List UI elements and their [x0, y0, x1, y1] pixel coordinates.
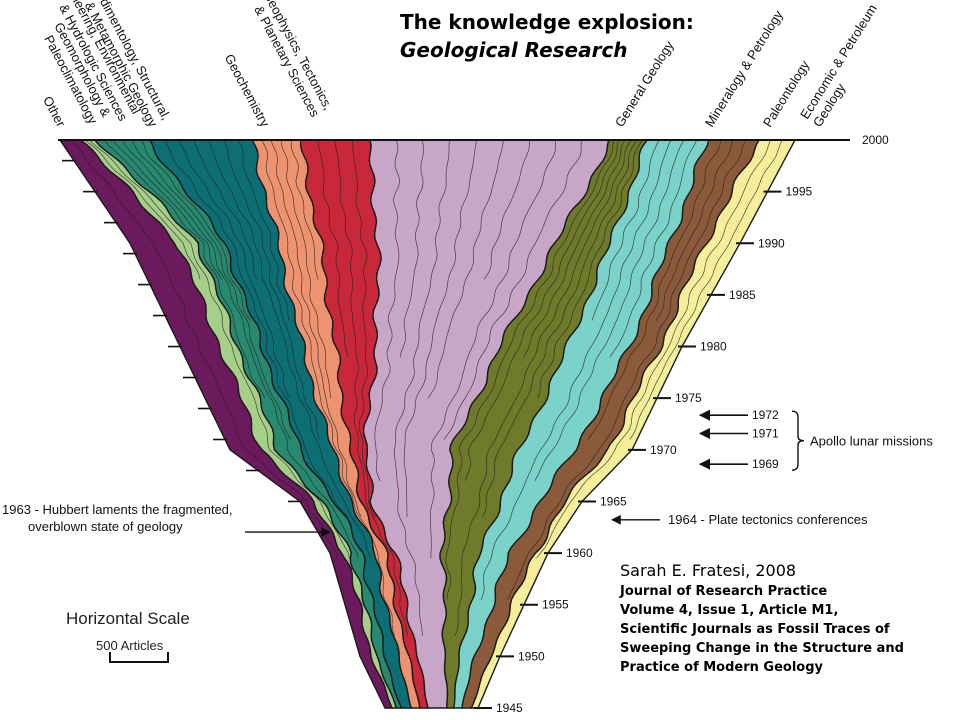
journal-line	[591, 139, 660, 321]
axis-tick-label: 1980	[700, 340, 727, 354]
horizontal-scale: Horizontal Scale 500 Articles	[66, 609, 190, 663]
axis-tick-label: 2000	[862, 133, 889, 147]
journal-line	[164, 139, 349, 518]
journal-line	[352, 139, 376, 518]
journal-line	[443, 139, 582, 440]
journal-line	[261, 139, 396, 636]
axis-tick-label: 1975	[675, 391, 702, 405]
journal-line	[121, 139, 359, 559]
journal-line	[445, 139, 615, 600]
journal-line	[587, 139, 722, 440]
journal-line	[480, 139, 672, 600]
category-label-line: Geochemistry	[222, 52, 273, 130]
axis-tick-label: 1955	[542, 598, 569, 612]
scale-title: Horizontal Scale	[66, 609, 190, 628]
axis-tick-label: 1945	[496, 701, 523, 715]
axis-tick-label: 1960	[566, 546, 593, 560]
journal-line	[374, 139, 401, 481]
journal-line	[131, 139, 292, 440]
journal-line	[89, 139, 350, 559]
journal-line	[429, 139, 556, 559]
journal-line	[428, 139, 504, 399]
apollo-brace	[791, 410, 805, 471]
journal-line	[270, 139, 362, 518]
journal-line	[536, 139, 771, 559]
journal-line	[141, 139, 252, 321]
journal-line	[84, 139, 201, 280]
journal-line	[523, 139, 626, 358]
apollo-year: 1971	[752, 426, 779, 440]
annotation-text: 1963 - Hubbert laments the fragmented,	[2, 502, 233, 517]
axis-tick-label: 1950	[518, 649, 545, 663]
journal-line	[403, 139, 477, 517]
apollo-year: 1969	[752, 457, 779, 471]
title-italic: Geological Research	[400, 38, 628, 62]
citation-block: Sarah E. Fratesi, 2008 Journal of Resear…	[620, 560, 950, 677]
journal-line	[393, 139, 450, 636]
journal-line	[237, 139, 290, 321]
journal-line	[399, 139, 424, 357]
journal-line	[290, 139, 319, 280]
annotations: 1963 - Hubbert laments the fragmented, ov…	[2, 408, 933, 538]
citation-line: Journal of Research Practice	[620, 584, 828, 599]
category-label: Geochemistry	[222, 52, 273, 130]
title-plain: The knowledge explosion:	[400, 10, 694, 34]
axis-tick-label: 1990	[758, 236, 785, 250]
journal-line	[609, 139, 698, 358]
journal-line	[483, 139, 530, 280]
journal-line	[178, 139, 292, 399]
journal-line	[655, 139, 734, 321]
journal-line	[537, 139, 643, 399]
category-label-line: Other	[40, 94, 69, 130]
journal-line	[208, 139, 372, 559]
citation-author: Sarah E. Fratesi, 2008	[620, 561, 797, 580]
axis-tick-label: 1970	[650, 443, 677, 457]
journal-line	[112, 139, 223, 280]
journal-line	[454, 139, 632, 636]
stream-layers	[58, 139, 850, 709]
axis-tick-label: 1985	[729, 288, 756, 302]
citation-line: Volume 4, Issue 1, Article M1,	[620, 603, 839, 618]
category-label: Other	[40, 94, 69, 130]
citation-line: Sweeping Change in the Structure and	[620, 641, 904, 656]
journal-line	[482, 139, 638, 518]
journal-line	[103, 139, 266, 399]
journal-line	[534, 139, 685, 481]
citation-line: Scientific Journals as Fossil Traces of	[620, 622, 890, 637]
journal-line	[317, 139, 349, 358]
axis-tick-label: 1995	[786, 185, 813, 199]
year-axis: 1945 1950 1955 1960 1965 1970 1975 1980 1985 1990…	[62, 133, 889, 715]
journal-line	[629, 139, 783, 440]
journal-line	[464, 139, 620, 481]
journal-line	[69, 139, 339, 559]
journal-line	[507, 139, 747, 600]
journal-line	[334, 139, 408, 636]
journal-line	[280, 139, 332, 399]
annotation-text: 1964 - Plate tectonics conferences	[668, 512, 868, 527]
citation-line: Practice of Modern Geology	[620, 660, 824, 675]
apollo-label: Apollo lunar missions	[810, 434, 933, 449]
apollo-year: 1972	[752, 408, 779, 422]
annotation-text: overblown state of geology	[28, 519, 183, 534]
scale-bar	[109, 652, 169, 663]
journal-line	[193, 139, 258, 280]
scale-unit: 500 Articles	[96, 638, 164, 653]
journal-line	[223, 139, 320, 440]
page-title: The knowledge explosion: Geological Rese…	[400, 8, 800, 64]
axis-tick-label: 1965	[600, 494, 627, 508]
